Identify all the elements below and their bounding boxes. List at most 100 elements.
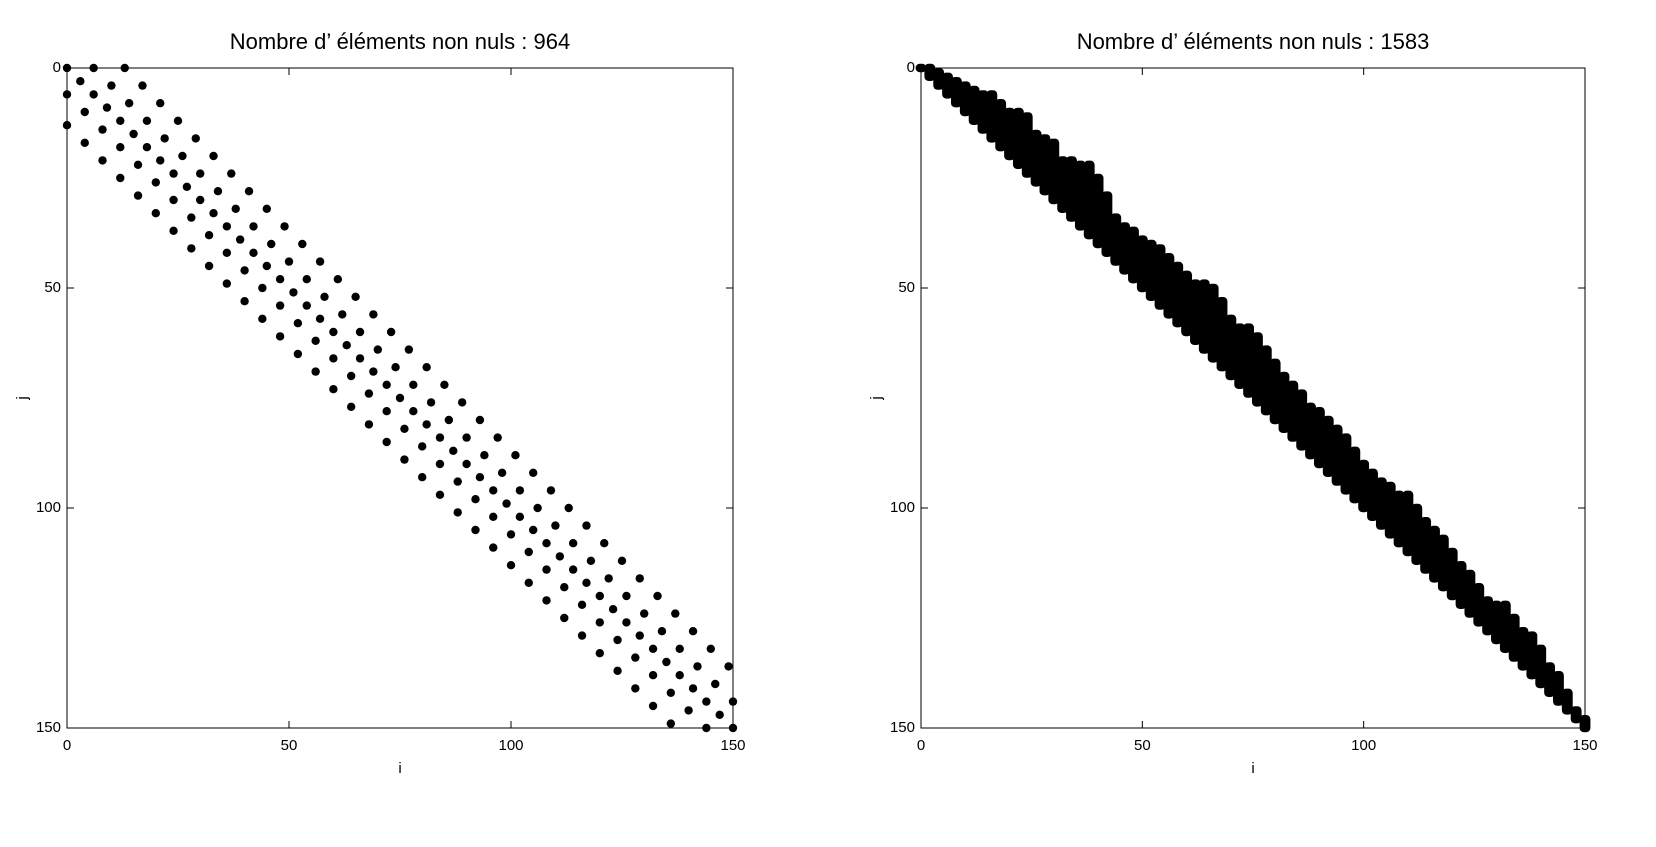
- nonzero-dot: [231, 204, 240, 213]
- nonzero-dot: [133, 191, 143, 200]
- y-axis-label: j: [14, 396, 31, 400]
- x-tick-label: 0: [917, 737, 925, 754]
- column-profile: [950, 77, 962, 108]
- nonzero-dot: [471, 495, 480, 504]
- y-tick-label: 150: [890, 719, 915, 736]
- column-profile: [1375, 477, 1387, 530]
- nonzero-dot: [480, 451, 489, 460]
- column-profile: [1508, 613, 1520, 662]
- nonzero-dot: [688, 627, 698, 636]
- column-profile: [1163, 253, 1175, 319]
- nonzero-dot: [462, 433, 471, 442]
- y-tick-label: 100: [890, 499, 915, 516]
- nonzero-dot: [116, 143, 125, 152]
- nonzero-dot: [622, 591, 631, 601]
- nonzero-dot: [169, 195, 178, 205]
- nonzero-dot: [173, 116, 183, 126]
- column-profile: [1110, 213, 1122, 266]
- nonzero-dot: [355, 327, 365, 337]
- nonzero-dot: [346, 402, 356, 411]
- nonzero-dot: [529, 525, 538, 535]
- nonzero-dot: [156, 156, 165, 165]
- y-tick-label: 0: [53, 59, 61, 76]
- column-profile: [1048, 138, 1060, 205]
- nonzero-dot: [311, 367, 320, 376]
- nonzero-dot: [631, 653, 640, 662]
- column-profile: [1446, 547, 1458, 601]
- nonzero-dot: [449, 446, 458, 455]
- column-profile: [1331, 424, 1343, 486]
- x-axis-label: i: [1251, 760, 1254, 777]
- column-profile: [1402, 490, 1414, 557]
- nonzero-dot: [89, 90, 98, 99]
- column-profile: [1030, 129, 1042, 187]
- nonzero-dot: [98, 125, 107, 134]
- nonzero-dot: [653, 591, 662, 601]
- nonzero-dot: [706, 644, 715, 653]
- nonzero-dot: [657, 627, 667, 636]
- nonzero-dot: [80, 138, 89, 147]
- nonzero-dot: [235, 235, 245, 244]
- chart-title: Nombre d’ éléments non nuls : 964: [230, 29, 570, 54]
- column-profile: [1420, 517, 1432, 574]
- nonzero-dot: [675, 671, 684, 680]
- plot-frame: [920, 67, 1586, 729]
- column-profile: [1252, 332, 1263, 407]
- nonzero-dot: [204, 231, 214, 240]
- nonzero-dot: [702, 697, 711, 706]
- x-axis-label: i: [398, 760, 401, 777]
- column-profile: [1482, 596, 1494, 636]
- nonzero-dot: [595, 591, 604, 601]
- nonzero-dot: [600, 539, 609, 548]
- nonzero-dot: [76, 77, 85, 86]
- column-profile: [1216, 297, 1228, 372]
- column-profile: [1083, 160, 1095, 240]
- column-profile: [1526, 631, 1538, 680]
- nonzero-dot: [546, 486, 556, 495]
- column-profile: [1305, 402, 1316, 460]
- column-profile: [1145, 239, 1157, 301]
- nonzero-dot: [351, 292, 360, 301]
- nonzero-dot: [640, 609, 649, 618]
- column-profile: [1296, 389, 1308, 451]
- column-profile: [1367, 468, 1378, 521]
- nonzero-dot: [622, 618, 631, 627]
- nonzero-dot: [489, 543, 498, 552]
- y-tick-label: 150: [36, 719, 61, 736]
- nonzero-dot: [160, 134, 169, 143]
- column-profile: [1535, 644, 1547, 689]
- nonzero-dot: [391, 363, 400, 372]
- nonzero-dot: [675, 644, 684, 653]
- nonzero-dot: [542, 565, 551, 574]
- nonzero-dot: [542, 539, 551, 548]
- nonzero-dot: [435, 433, 445, 442]
- nonzero-dot: [187, 244, 196, 253]
- nonzero-dot: [98, 156, 107, 165]
- nonzero-dot: [502, 499, 511, 508]
- nonzero-dot: [568, 539, 578, 548]
- nonzero-dot: [249, 222, 258, 231]
- nonzero-dot: [551, 521, 560, 530]
- nonzero-dot: [453, 508, 462, 517]
- nonzero-dot: [711, 679, 720, 689]
- column-profile: [1464, 569, 1476, 618]
- nonzero-dot: [489, 486, 498, 495]
- nonzero-dot: [409, 380, 418, 389]
- column-profile: [1234, 323, 1246, 389]
- nonzero-dot: [724, 662, 733, 671]
- nonzero-dot: [475, 415, 485, 425]
- column-profile: [1455, 561, 1467, 609]
- x-tick-label: 100: [498, 737, 523, 754]
- nonzero-dot: [249, 248, 258, 257]
- nonzero-dot: [333, 275, 343, 284]
- x-tick-label: 50: [281, 737, 298, 754]
- nonzero-dot: [489, 512, 498, 521]
- nonzero-dot: [80, 107, 89, 117]
- nonzero-dot: [533, 503, 542, 513]
- column-profile: [1384, 481, 1396, 539]
- nonzero-dot: [262, 261, 271, 271]
- nonzero-dot: [151, 209, 160, 218]
- column-profile: [1278, 371, 1290, 433]
- nonzero-dot: [169, 169, 178, 178]
- nonzero-dot: [422, 420, 431, 429]
